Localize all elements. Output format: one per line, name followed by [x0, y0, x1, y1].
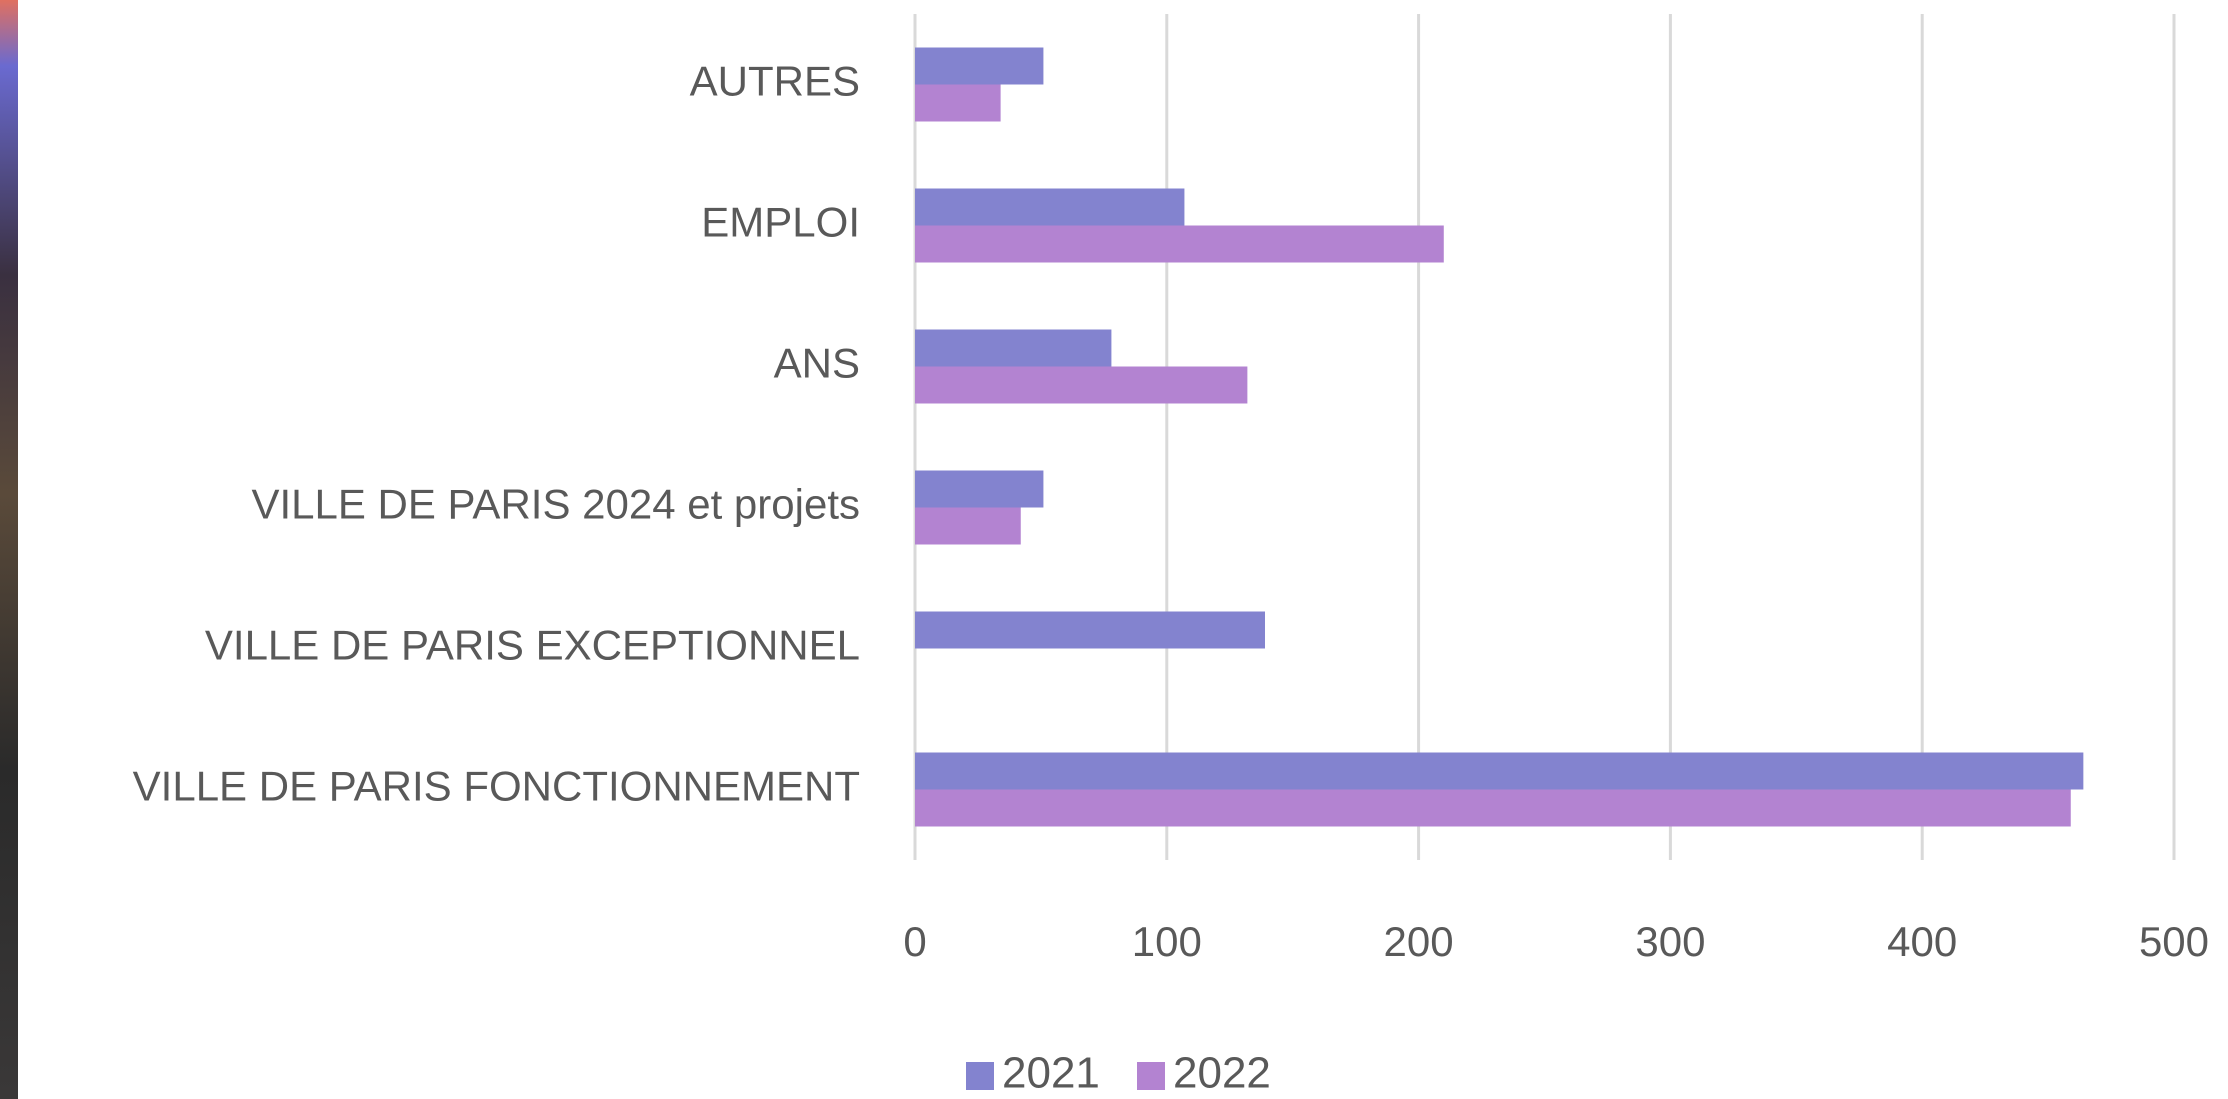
x-tick-label: 300: [1635, 918, 1705, 965]
y-tick-label: AUTRES: [690, 58, 860, 105]
bar: [915, 470, 1044, 508]
bar: [915, 225, 1444, 263]
bar: [915, 47, 1044, 85]
legend-swatch: [966, 1062, 994, 1090]
legend-label: 2022: [1173, 1049, 1271, 1098]
x-tick-label: 0: [903, 918, 926, 965]
bar: [915, 611, 1266, 649]
background-photo-edge: [0, 0, 18, 1099]
y-tick-label: EMPLOI: [701, 199, 860, 246]
bar: [915, 84, 1001, 122]
x-tick-label: 100: [1132, 918, 1202, 965]
bar: [915, 188, 1185, 226]
bar: [915, 329, 1112, 367]
y-tick-label: ANS: [774, 340, 860, 387]
legend-swatch: [1137, 1062, 1165, 1090]
legend-label: 2021: [1002, 1049, 1100, 1098]
y-tick-label: VILLE DE PARIS FONCTIONNEMENT: [133, 763, 860, 810]
x-tick-label: 200: [1384, 918, 1454, 965]
bar: [915, 507, 1021, 545]
bar: [915, 752, 2084, 790]
y-tick-label: VILLE DE PARIS 2024 et projets: [251, 481, 860, 528]
bar: [915, 366, 1248, 404]
y-tick-label: VILLE DE PARIS EXCEPTIONNEL: [205, 622, 860, 669]
x-tick-label: 500: [2139, 918, 2209, 965]
bar: [915, 789, 2071, 827]
x-tick-label: 400: [1887, 918, 1957, 965]
